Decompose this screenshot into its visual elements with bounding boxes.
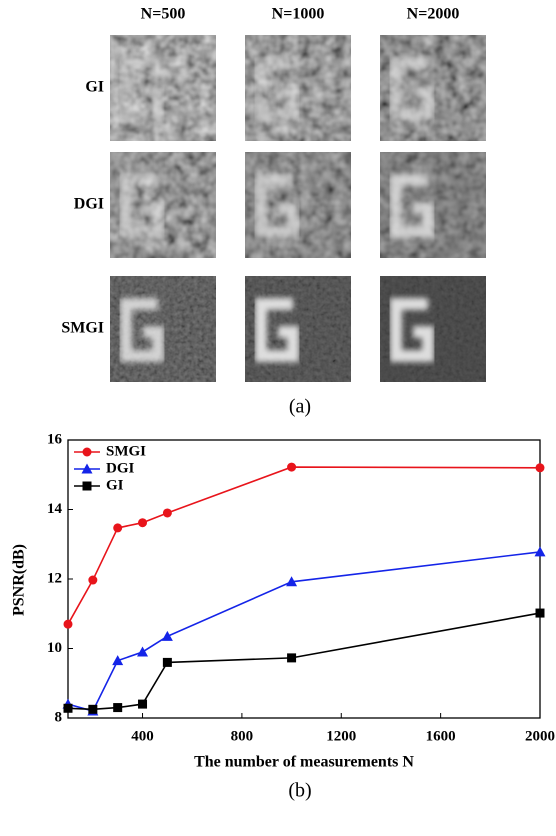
letter-g [120, 298, 164, 362]
marker [161, 630, 173, 641]
x-tick-label: 1200 [326, 728, 356, 744]
marker [82, 447, 92, 457]
letter-g [255, 298, 299, 362]
marker [287, 462, 297, 472]
reconstruction-image [110, 276, 216, 382]
marker [113, 703, 123, 713]
marker [535, 608, 545, 618]
reconstruction-image [380, 152, 486, 258]
marker [137, 646, 149, 657]
marker [162, 508, 172, 518]
marker [81, 463, 93, 474]
column-label: N=2000 [407, 6, 460, 23]
marker [63, 619, 73, 629]
marker [113, 523, 123, 533]
marker [162, 657, 172, 667]
reconstruction-image [380, 276, 486, 382]
caption-b: (b) [288, 780, 311, 802]
reconstruction-image [380, 35, 486, 141]
y-tick-label: 10 [47, 640, 62, 656]
marker [63, 703, 73, 713]
row-label: SMGI [61, 320, 104, 337]
reconstruction-image [245, 35, 351, 141]
marker [535, 463, 545, 473]
letter-g [255, 174, 299, 238]
y-tick-label: 14 [47, 501, 63, 517]
x-tick-label: 800 [231, 728, 254, 744]
letter-g [390, 57, 434, 121]
row-label: DGI [74, 196, 104, 213]
legend-label: GI [106, 477, 124, 493]
letter-g [120, 174, 164, 238]
y-tick-label: 8 [55, 709, 63, 725]
marker [286, 576, 298, 587]
letter-g [390, 298, 434, 362]
x-tick-label: 400 [131, 728, 154, 744]
marker [138, 699, 148, 709]
reconstruction-image [245, 152, 351, 258]
marker [88, 575, 98, 585]
series-line [67, 612, 541, 711]
letter-g [120, 57, 164, 121]
plot-frame [67, 439, 541, 719]
y-axis-title: PSNR(dB) [11, 544, 28, 616]
row-label: GI [85, 79, 104, 96]
letter-g [255, 57, 299, 121]
marker [88, 704, 98, 714]
legend-label: SMGI [106, 443, 146, 459]
marker [112, 655, 124, 666]
series-line [67, 466, 541, 625]
series-line [67, 551, 541, 712]
x-axis-title: The number of measurements N [194, 754, 414, 771]
reconstruction-image [110, 35, 216, 141]
y-tick-label: 16 [47, 431, 63, 447]
column-label: N=500 [141, 6, 186, 23]
reconstruction-image [245, 276, 351, 382]
x-tick-label: 1600 [426, 728, 456, 744]
marker [82, 481, 92, 491]
y-tick-label: 12 [47, 570, 62, 586]
column-label: N=1000 [272, 6, 325, 23]
caption-a: (a) [289, 396, 311, 418]
marker [534, 546, 546, 557]
marker [287, 653, 297, 663]
letter-g [390, 174, 434, 238]
legend-label: DGI [106, 460, 135, 476]
marker [138, 518, 148, 528]
x-tick-label: 2000 [525, 728, 555, 744]
reconstruction-image [110, 152, 216, 258]
